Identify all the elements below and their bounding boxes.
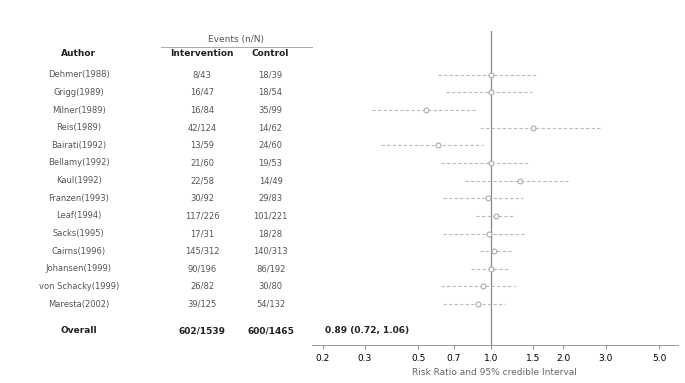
Text: 602/1539: 602/1539 [179, 326, 225, 335]
Text: 14/49: 14/49 [259, 176, 282, 185]
Text: Leaf(1994): Leaf(1994) [56, 211, 101, 220]
Text: 21/60: 21/60 [190, 159, 214, 167]
Text: 0.89 (0.72, 1.06): 0.89 (0.72, 1.06) [325, 326, 410, 335]
Text: 24/60: 24/60 [258, 141, 283, 150]
Text: 30/92: 30/92 [190, 194, 214, 203]
Text: Kaul(1992): Kaul(1992) [56, 176, 101, 185]
Text: 101/221: 101/221 [253, 211, 288, 220]
X-axis label: Risk Ratio and 95% credible Interval: Risk Ratio and 95% credible Interval [412, 368, 577, 377]
Text: von Schacky(1999): von Schacky(1999) [38, 282, 119, 291]
Text: 16/47: 16/47 [190, 88, 214, 97]
Text: Grigg(1989): Grigg(1989) [53, 88, 104, 97]
Text: Author: Author [61, 49, 97, 58]
Text: Overall: Overall [60, 326, 97, 335]
Text: Events (n/N): Events (n/N) [208, 35, 264, 44]
Text: 18/39: 18/39 [258, 70, 283, 79]
Text: 600/1465: 600/1465 [247, 326, 294, 335]
Text: 39/125: 39/125 [188, 300, 216, 309]
Text: Milner(1989): Milner(1989) [52, 106, 105, 115]
Text: 18/54: 18/54 [258, 88, 283, 97]
Text: 18/28: 18/28 [258, 229, 283, 238]
Text: 145/312: 145/312 [185, 247, 219, 256]
Text: 29/83: 29/83 [258, 194, 283, 203]
Text: Johansen(1999): Johansen(1999) [46, 264, 112, 273]
Text: Reis(1989): Reis(1989) [56, 123, 101, 132]
Text: Sacks(1995): Sacks(1995) [53, 229, 105, 238]
Text: 19/53: 19/53 [258, 159, 283, 167]
Text: Maresta(2002): Maresta(2002) [48, 300, 110, 309]
Text: 54/132: 54/132 [256, 300, 285, 309]
Text: 117/226: 117/226 [185, 211, 219, 220]
Text: Cairns(1996): Cairns(1996) [51, 247, 106, 256]
Text: Dehmer(1988): Dehmer(1988) [48, 70, 110, 79]
Text: Control: Control [252, 49, 289, 58]
Text: 35/99: 35/99 [258, 106, 283, 115]
Text: 26/82: 26/82 [190, 282, 214, 291]
Text: Intervention: Intervention [171, 49, 234, 58]
Text: 13/59: 13/59 [190, 141, 214, 150]
Text: 8/43: 8/43 [192, 70, 212, 79]
Text: 30/80: 30/80 [258, 282, 283, 291]
Text: 90/196: 90/196 [188, 264, 216, 273]
Text: 14/62: 14/62 [258, 123, 283, 132]
Text: 16/84: 16/84 [190, 106, 214, 115]
Text: 140/313: 140/313 [253, 247, 288, 256]
Text: 86/192: 86/192 [256, 264, 285, 273]
Text: Bellamy(1992): Bellamy(1992) [48, 159, 110, 167]
Text: 42/124: 42/124 [188, 123, 216, 132]
Text: 17/31: 17/31 [190, 229, 214, 238]
Text: 22/58: 22/58 [190, 176, 214, 185]
Text: Franzen(1993): Franzen(1993) [49, 194, 109, 203]
Text: Bairati(1992): Bairati(1992) [51, 141, 106, 150]
